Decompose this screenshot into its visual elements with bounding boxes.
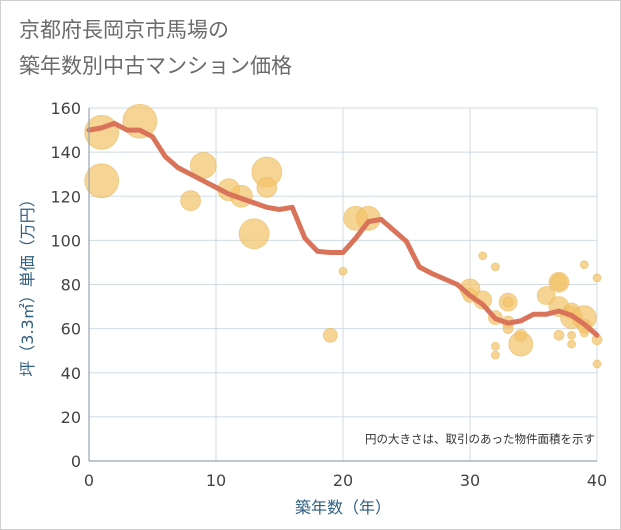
y-tick-label: 20: [61, 408, 81, 427]
average-price-line: [86, 120, 600, 338]
data-bubble: [579, 260, 589, 270]
x-tick-label: 0: [84, 471, 94, 490]
chart-title-line-2: 築年数別中古マンション価格: [19, 54, 292, 78]
data-bubble: [122, 103, 158, 139]
data-bubble: [567, 339, 576, 349]
data-bubble: [567, 330, 576, 340]
trend-line-series: [86, 120, 600, 338]
data-bubble: [502, 296, 514, 308]
x-tick-label: 40: [587, 471, 607, 490]
x-tick-label: 30: [460, 471, 480, 490]
axes: [88, 108, 597, 462]
y-tick-label: 80: [61, 276, 81, 295]
data-bubble: [550, 273, 568, 291]
data-bubble: [592, 273, 602, 283]
y-tick-label: 140: [50, 143, 81, 162]
data-bubble: [478, 251, 488, 261]
y-axis-label: 坪（3.3㎡）単価（万円）: [18, 191, 37, 376]
data-bubble: [180, 190, 202, 212]
y-tick-label: 160: [50, 99, 81, 118]
data-bubble: [553, 329, 565, 341]
data-bubble: [514, 328, 528, 342]
y-tick-label: 120: [50, 187, 81, 206]
x-axis-label: 築年数（年）: [295, 498, 391, 517]
x-tick-label: 10: [206, 471, 226, 490]
data-bubble: [338, 266, 348, 276]
data-bubble: [490, 350, 500, 360]
y-tick-label: 40: [61, 364, 81, 383]
data-bubble: [536, 286, 556, 305]
data-bubble: [84, 163, 120, 199]
x-tick-label: 20: [333, 471, 353, 490]
data-bubble: [579, 328, 589, 338]
grid: [88, 107, 598, 462]
chart-title-line-1: 京都府長岡京市馬場の: [19, 18, 229, 42]
y-tick-label: 60: [61, 320, 81, 339]
data-bubble: [322, 327, 338, 343]
tick-labels: 0 20 40 60 80 100 120 140 160 0 10 20 30 40: [50, 99, 607, 490]
data-bubble: [490, 262, 500, 272]
bubble-size-note: 円の大きさは、取引のあった物件面積を示す: [365, 432, 595, 446]
y-tick-label: 100: [50, 231, 81, 250]
y-tick-label: 0: [71, 452, 81, 471]
data-bubble: [490, 341, 500, 351]
data-bubble: [256, 177, 278, 198]
data-bubble: [592, 359, 602, 369]
data-bubble: [238, 218, 270, 250]
